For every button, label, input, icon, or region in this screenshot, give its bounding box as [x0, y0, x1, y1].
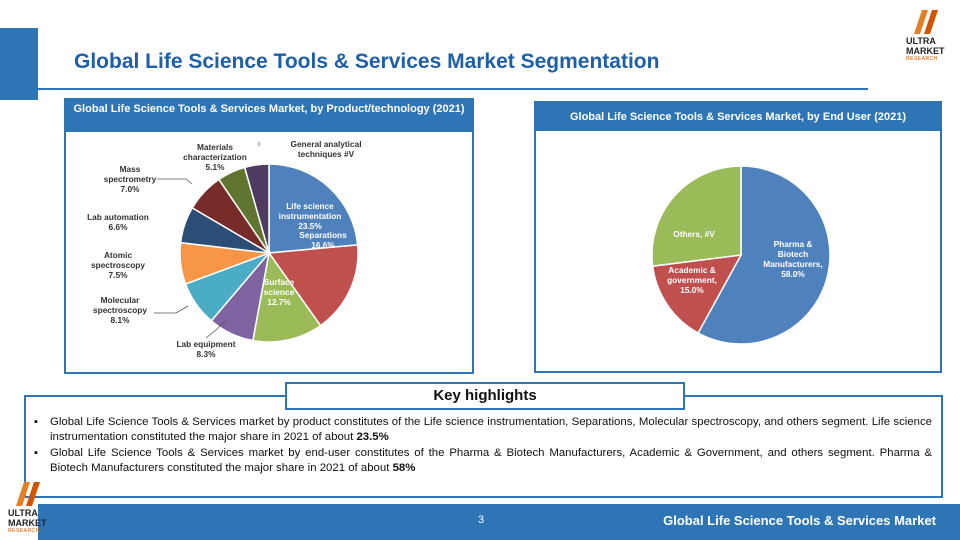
highlight-item: Global Life Science Tools & Services mar…	[34, 446, 932, 476]
highlight-text: Global Life Science Tools & Services mar…	[50, 416, 932, 443]
pie-slice-label: Lab automation 6.6%	[87, 212, 149, 232]
pie-slice-label: Atomic spectroscopy 7.5%	[91, 250, 145, 280]
footer-bar	[38, 504, 960, 540]
pie-slice-label: Pharma & Biotech Manufacturers, 58.0%	[763, 239, 822, 279]
left-accent-bar	[0, 28, 38, 100]
logo-text-line1: ULTRA	[906, 36, 936, 46]
logo-text-line3: RESEARCH	[906, 56, 938, 62]
pie-slice	[267, 244, 359, 327]
pie-slice-label: Separations 16.6%	[299, 230, 347, 250]
page-number: 3	[478, 514, 485, 526]
company-logo: ULTRA MARKET RESEARCH	[900, 6, 960, 66]
highlight-value: 58%	[392, 462, 416, 474]
pie-slice-label: Others, #V	[673, 229, 715, 239]
pie-slice-label: Life science instrumentation 23.5%	[279, 201, 342, 231]
pie-slice	[251, 251, 322, 343]
pie-slice	[651, 254, 743, 335]
logo-mark-icon	[914, 10, 938, 34]
pie-slice	[651, 165, 742, 267]
footer-logo: ULTRA MARKET RESEARCH	[2, 478, 62, 538]
pie-slice-label: Mass spectrometry 7.0%	[104, 164, 157, 194]
product-chart-title: Global Life Science Tools & Services Mar…	[66, 100, 472, 132]
product-technology-chart-panel: Global Life Science Tools & Services Mar…	[64, 98, 474, 374]
logo-text-line2: MARKET	[8, 518, 47, 528]
key-highlights-title: Key highlights	[285, 382, 685, 410]
logo-text-line1: ULTRA	[8, 508, 38, 518]
pie-slice-label: Academic & government, 15.0%	[667, 265, 717, 295]
pie-slice-label: Surface science 12.7%	[264, 277, 295, 307]
end-user-chart-title: Global Life Science Tools & Services Mar…	[536, 103, 940, 131]
footer-title: Global Life Science Tools & Services Mar…	[663, 513, 936, 528]
pie-label-leader-line	[157, 178, 193, 185]
pie-slice	[243, 163, 270, 254]
highlight-text: Global Life Science Tools & Services mar…	[50, 447, 932, 474]
pie-label-leader-line	[205, 319, 227, 339]
product-technology-pie-chart: Life science instrumentation 23.5%Separati…	[87, 139, 361, 359]
logo-text-line2: MARKET	[906, 46, 945, 56]
title-underline	[38, 88, 868, 90]
highlight-value: 23.5%	[356, 431, 389, 443]
end-user-pie-chart: Pharma & Biotech Manufacturers, 58.0% Academ…	[651, 165, 831, 345]
logo-text-line3: RESEARCH	[8, 528, 40, 534]
pie-slice-label: Molecular spectroscopy 8.1%	[93, 295, 147, 325]
pie-slice	[697, 165, 831, 345]
pie-label-leader-line	[154, 305, 189, 314]
pie-slice	[268, 163, 359, 254]
pie-slice-label: General analytical techniques #V	[290, 139, 361, 159]
logo-mark-icon	[16, 482, 40, 506]
page-title: Global Life Science Tools & Services Mar…	[74, 50, 660, 73]
end-user-chart-panel: Global Life Science Tools & Services Mar…	[534, 101, 942, 373]
pie-slice-label: Materials characterization 5.1%	[183, 142, 247, 172]
key-highlights-list: Global Life Science Tools & Services mar…	[34, 415, 932, 477]
highlight-item: Global Life Science Tools & Services mar…	[34, 415, 932, 445]
pie-slice-label: Lab equipment 8.3%	[176, 339, 235, 359]
